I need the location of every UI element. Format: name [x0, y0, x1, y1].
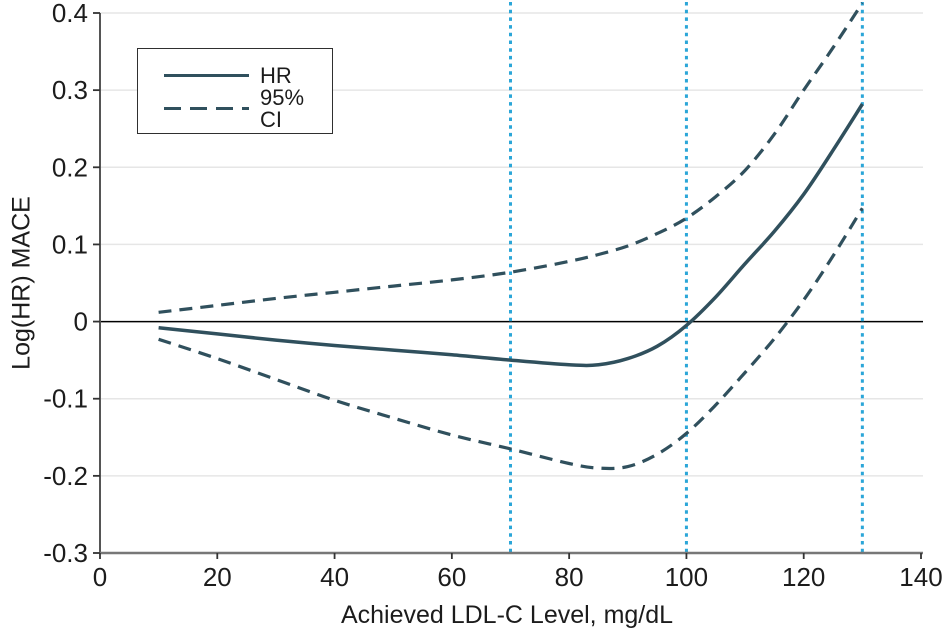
y-tick-label: -0.1 [43, 384, 88, 414]
x-tick-label: 60 [437, 562, 466, 592]
x-tick-labels: 0 20 40 60 80 100 120 140 [93, 562, 942, 592]
x-tick-label: 0 [93, 562, 107, 592]
y-tick-label: 0 [74, 307, 88, 337]
axes [99, 13, 923, 555]
legend-entry-hr: HR [164, 59, 332, 92]
y-tick-label: 0.2 [52, 152, 88, 182]
y-tick-label: -0.2 [43, 461, 88, 491]
y-tick-label: 0.1 [52, 229, 88, 259]
y-tick-labels: 0.4 0.3 0.2 0.1 0 -0.1 -0.2 -0.3 [43, 0, 88, 568]
x-tick-label: 80 [555, 562, 584, 592]
95-ci-lower-curve [158, 207, 864, 471]
x-axis-title: Achieved LDL-C Level, mg/dL [340, 601, 674, 629]
ci-line-sample-icon [164, 106, 249, 111]
ldl-threshold-lines [509, 2, 864, 553]
x-tick-label: 40 [320, 562, 349, 592]
x-tick-label: 20 [203, 562, 232, 592]
x-tick-label: 140 [899, 562, 942, 592]
tick-marks [93, 12, 922, 559]
y-tick-label: 0.3 [52, 75, 88, 105]
hr-line-sample-icon [164, 73, 249, 78]
x-tick-label: 100 [665, 562, 708, 592]
hr-curve [158, 103, 864, 368]
y-tick-label: 0.4 [52, 0, 88, 28]
legend-entry-ci: 95% CI [164, 86, 332, 130]
95-ci-upper-curve [158, 2, 864, 314]
y-axis-title: Log(HR) MACE [7, 196, 36, 370]
data-series [158, 2, 864, 471]
legend-label-ci: 95% CI [260, 84, 305, 132]
y-tick-label: -0.3 [43, 538, 88, 568]
x-tick-label: 120 [782, 562, 825, 592]
legend: HR 95% CI [137, 48, 333, 134]
legend-label-hr: HR [260, 62, 292, 88]
